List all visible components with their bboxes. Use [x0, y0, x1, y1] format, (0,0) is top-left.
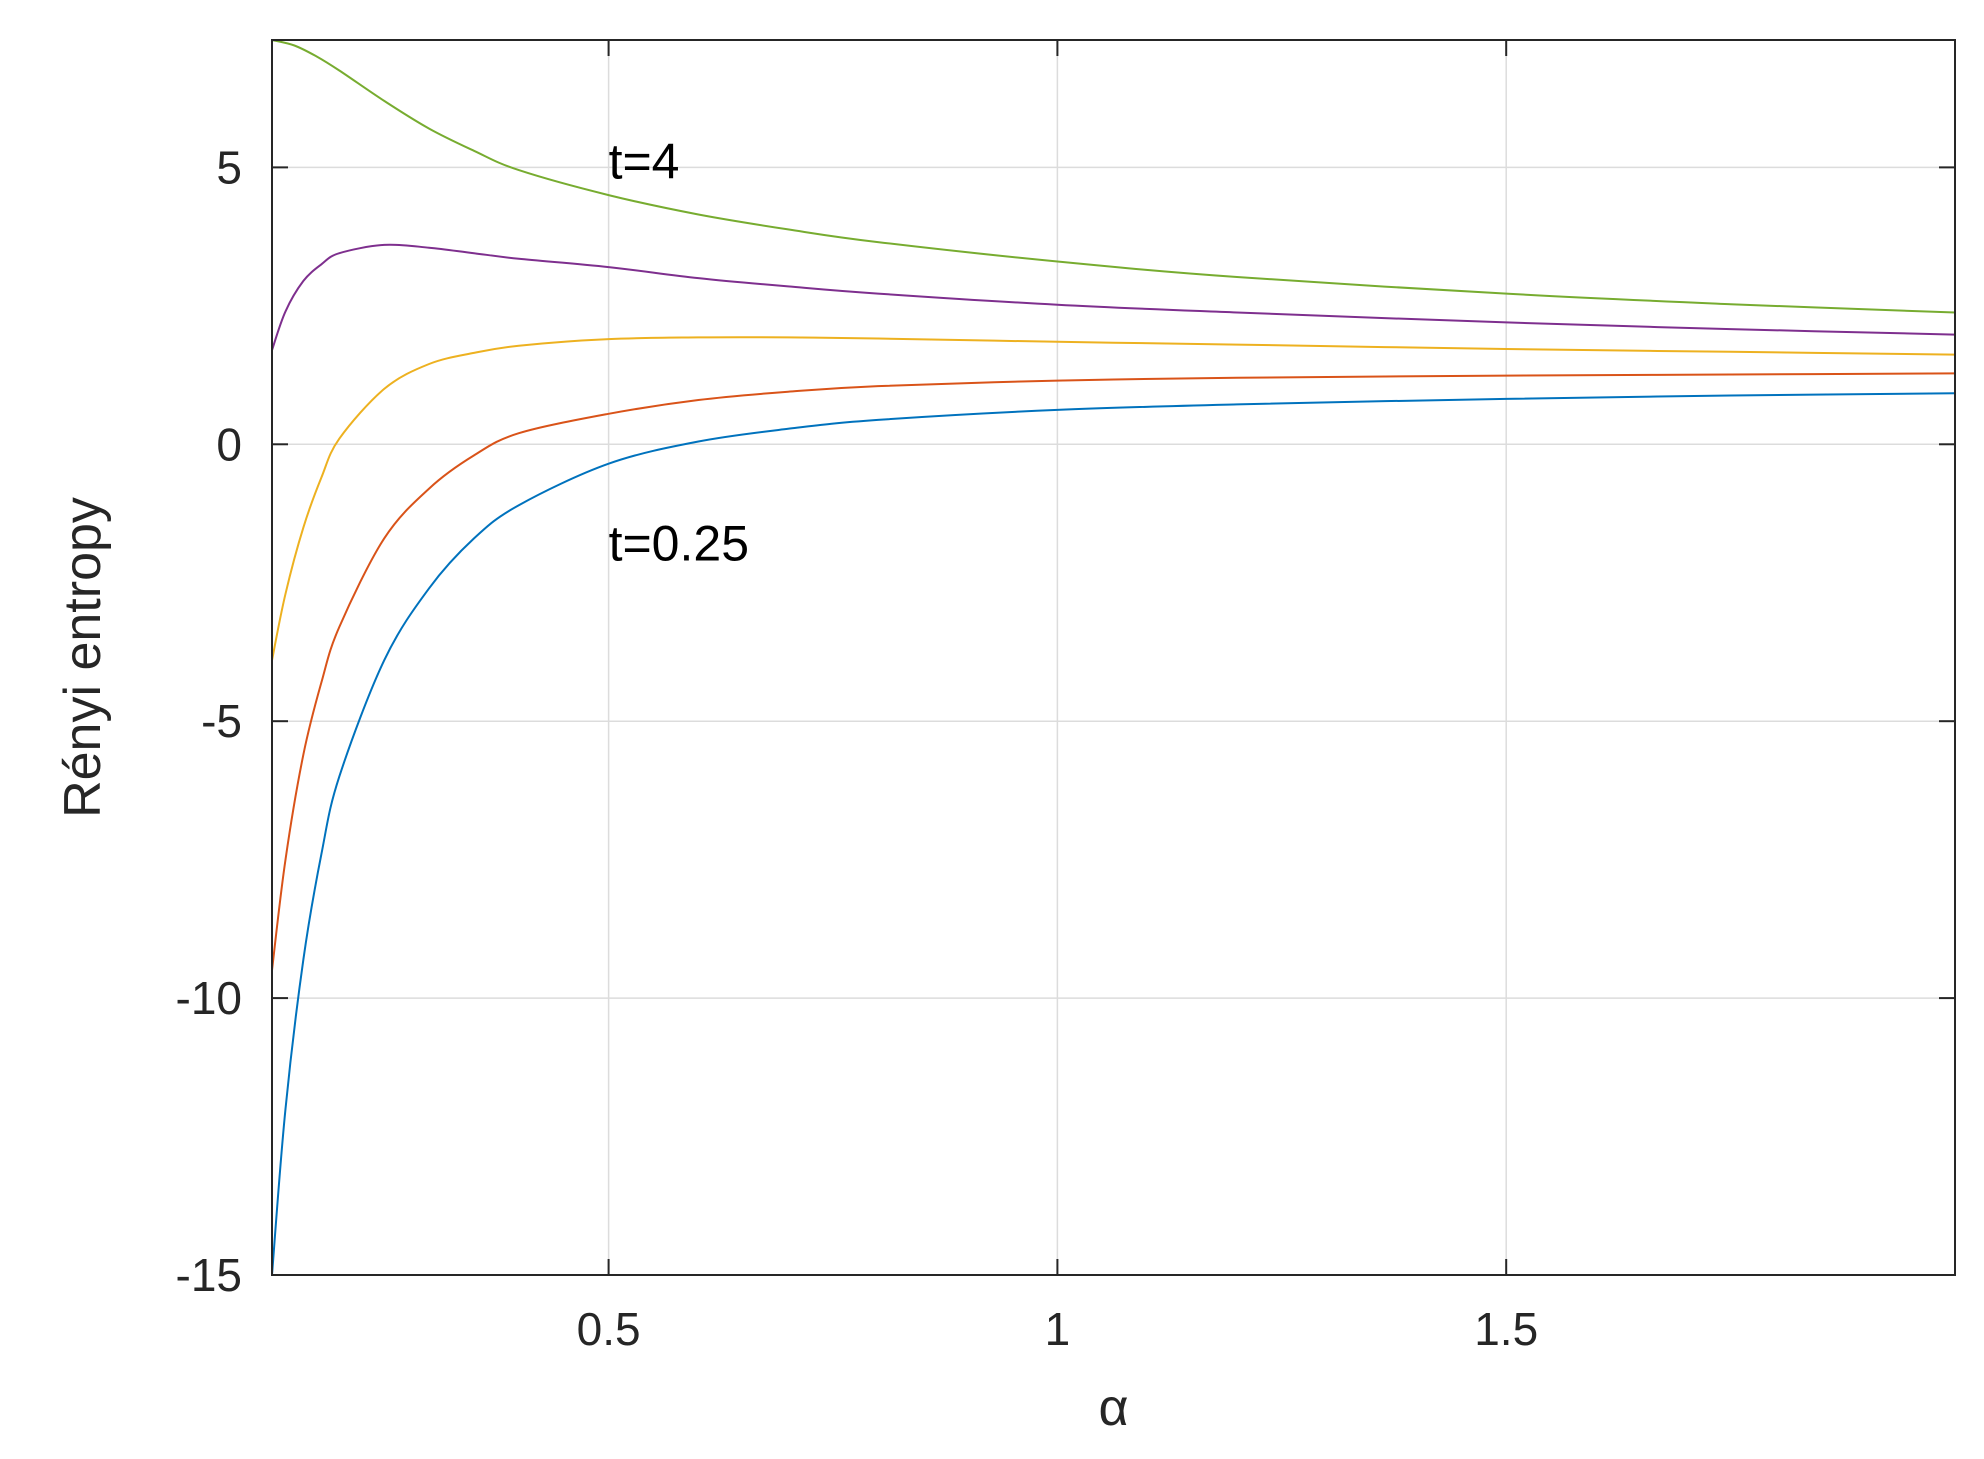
y-axis-label: Rényi entropy: [54, 497, 112, 818]
tick-marks: [272, 40, 1955, 1276]
series-lines: [271, 39, 1956, 1276]
x-axis-label: α: [1098, 1379, 1128, 1437]
x-tick-label: 0.5: [577, 1303, 641, 1355]
y-tick-label: -10: [176, 972, 242, 1024]
series-line-3: [271, 336, 1956, 661]
annotations: t=4 t=0.25: [609, 133, 749, 571]
plot-frame: [271, 39, 1956, 1276]
x-tick-label: 1: [1045, 1303, 1071, 1355]
y-tick-label: -5: [201, 695, 242, 747]
annotation-label-2: t=0.25: [609, 516, 749, 572]
annotation-label-1: t=4: [609, 133, 680, 189]
y-tick-label: 0: [216, 418, 242, 470]
series-line-2: [271, 372, 1956, 971]
y-tick-label: 5: [216, 141, 242, 193]
series-line-4: [271, 243, 1956, 351]
series-line-5: [271, 39, 1956, 314]
y-tick-label: -15: [176, 1249, 242, 1301]
x-tick-label: 1.5: [1474, 1303, 1538, 1355]
tick-labels: 0.5 1 1.5 -15 -10 -5 0 5: [176, 141, 1539, 1355]
grid: [272, 40, 1955, 1276]
series-line-1: [271, 392, 1956, 1276]
